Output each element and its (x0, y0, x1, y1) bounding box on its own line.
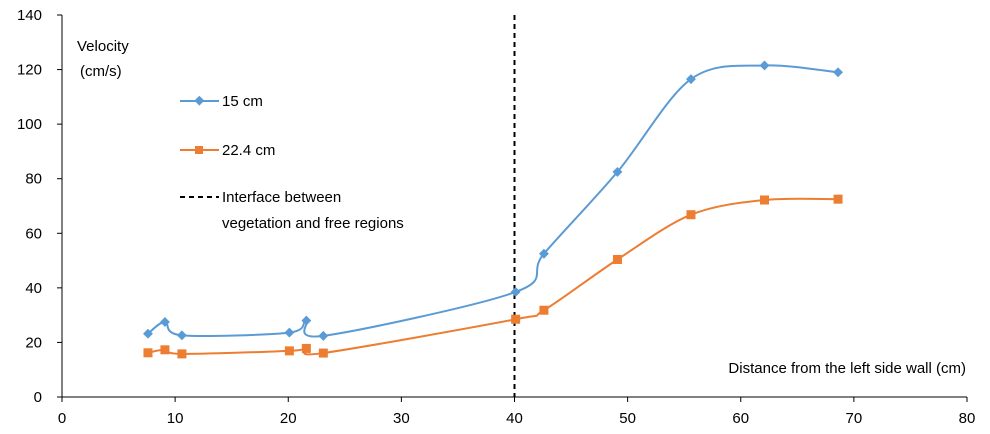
point-22-4-cm (511, 314, 521, 324)
x-tick-label: 10 (167, 410, 184, 427)
y-tick-labels: 0 20 40 60 80 100 120 140 (17, 7, 42, 406)
point-15-cm (143, 328, 153, 339)
x-tick-label: 80 (959, 410, 976, 427)
point-15-cm (538, 248, 549, 259)
point-15-cm (176, 330, 187, 341)
point-22-4-cm (539, 305, 549, 315)
legend-item-22cm: 22.4 cm (180, 142, 275, 159)
legend-label-22cm: 22.4 cm (222, 142, 275, 159)
legend-item-interface: Interface between vegetation and free re… (180, 189, 404, 232)
y-tick-label: 100 (17, 116, 42, 133)
point-15-cm (612, 166, 623, 177)
x-tick-label: 60 (732, 410, 749, 427)
point-15-cm (510, 287, 521, 297)
point-15-cm (159, 317, 170, 327)
legend: 15 cm 22.4 cm Interface between vegetati… (180, 93, 404, 232)
y-tick-label: 120 (17, 62, 42, 79)
series-layer (143, 60, 843, 359)
legend-label-interface-line2: vegetation and free regions (222, 215, 404, 232)
x-tick-label: 70 (846, 410, 863, 427)
point-22-4-cm (686, 210, 696, 220)
y-tick-label: 140 (17, 7, 42, 24)
x-tick-label: 40 (506, 410, 523, 427)
x-tick-label: 0 (58, 410, 66, 427)
point-22-4-cm (301, 343, 311, 353)
y-tick-label: 20 (25, 334, 42, 351)
point-15-cm (686, 74, 696, 85)
point-22-4-cm (833, 194, 843, 204)
point-15-cm (284, 327, 295, 338)
legend-label-interface-line1: Interface between (222, 189, 341, 206)
x-tick-labels: 0 10 20 30 40 50 60 70 80 (58, 410, 976, 427)
point-22-4-cm (284, 346, 294, 356)
point-22-4-cm (143, 348, 153, 358)
y-axis-label-line1: Velocity (77, 38, 129, 55)
x-tick-label: 30 (393, 410, 410, 427)
y-tick-label: 80 (25, 171, 42, 188)
series-15-cm (143, 60, 843, 341)
axes (57, 14, 968, 402)
point-22-4-cm (612, 254, 622, 264)
y-tick-label: 60 (25, 225, 42, 242)
y-tick-label: 0 (34, 389, 42, 406)
x-axis-label: Distance from the left side wall (cm) (728, 360, 966, 377)
point-22-4-cm (760, 195, 770, 205)
legend-marker-22cm (195, 146, 203, 154)
y-tick-label: 40 (25, 280, 42, 297)
point-15-cm (301, 315, 312, 326)
point-22-4-cm (160, 345, 170, 355)
legend-label-15cm: 15 cm (222, 93, 263, 110)
point-22-4-cm (318, 348, 328, 358)
point-22-4-cm (177, 349, 187, 359)
series-22-4-cm (143, 194, 843, 359)
y-axis-label-line2: (cm/s) (80, 63, 122, 80)
point-15-cm (318, 330, 329, 341)
legend-item-15cm: 15 cm (180, 93, 263, 110)
point-15-cm (833, 67, 843, 78)
point-15-cm (759, 60, 770, 71)
legend-marker-15cm (194, 95, 205, 106)
x-tick-label: 20 (280, 410, 297, 427)
x-tick-label: 50 (619, 410, 636, 427)
